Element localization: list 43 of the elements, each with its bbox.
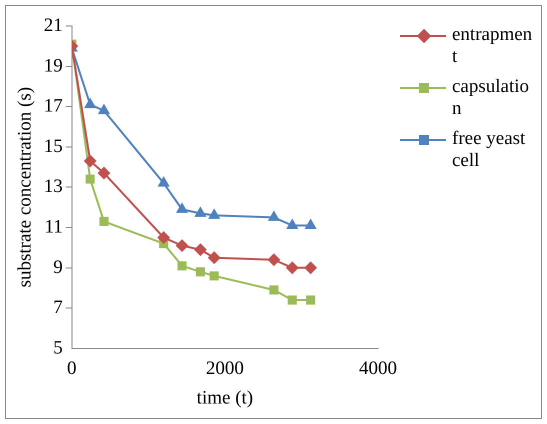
- point: [304, 262, 317, 274]
- legend-label: capsulation: [452, 76, 530, 120]
- point: [286, 262, 298, 274]
- y-tick-label: 17: [44, 96, 63, 117]
- point: [158, 232, 170, 244]
- point: [98, 167, 110, 180]
- point: [269, 285, 278, 294]
- y-axis-title: substrate concentration (s): [14, 86, 36, 288]
- point: [98, 104, 110, 114]
- point: [86, 174, 95, 184]
- legend-label: entrapment: [452, 24, 534, 68]
- y-tick-label: 7: [53, 297, 63, 318]
- point: [306, 296, 316, 305]
- x-tick-label: 2000: [206, 358, 244, 379]
- point: [196, 267, 205, 276]
- point: [194, 244, 206, 256]
- legend-label: free yeast cell: [452, 128, 526, 172]
- y-tick-label: 21: [44, 14, 63, 36]
- point: [99, 216, 108, 226]
- point: [195, 207, 206, 217]
- y-tick-label: 11: [44, 216, 63, 238]
- x-tick-label: 4000: [359, 358, 397, 379]
- x-tick-label: 0: [67, 358, 77, 379]
- point: [84, 98, 96, 108]
- x-axis-title: time (t): [196, 388, 254, 409]
- y-tick-label: 19: [44, 55, 63, 76]
- point: [158, 177, 169, 187]
- point: [176, 203, 188, 213]
- point: [268, 254, 280, 266]
- y-tick-label: 9: [53, 256, 63, 278]
- point: [268, 211, 280, 221]
- y-tick-label: 5: [53, 337, 63, 358]
- point: [208, 209, 220, 219]
- point: [177, 261, 187, 270]
- y-tick-label: 15: [44, 136, 63, 157]
- point: [305, 219, 316, 229]
- point: [84, 155, 96, 168]
- point: [210, 271, 219, 280]
- point: [208, 252, 220, 264]
- point: [286, 219, 298, 229]
- point: [176, 240, 188, 252]
- y-tick-label: 13: [44, 176, 63, 198]
- point: [288, 296, 297, 305]
